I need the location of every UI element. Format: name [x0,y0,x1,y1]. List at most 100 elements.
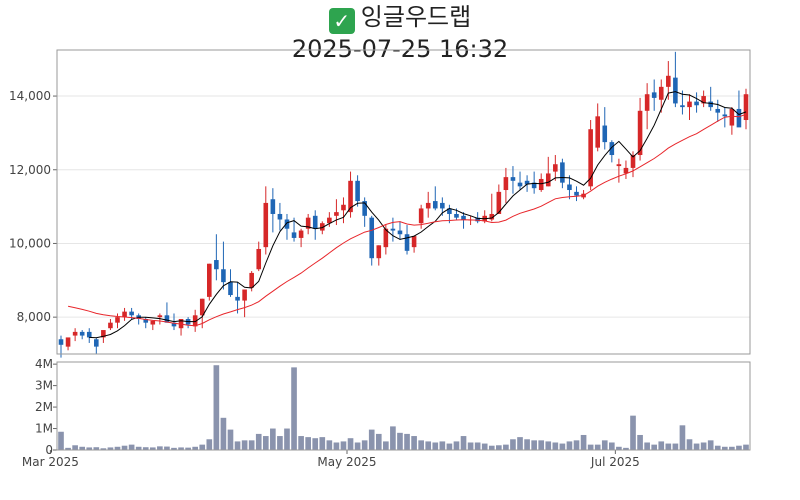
candle-body [602,125,608,143]
volume-bar [721,446,728,450]
chart-datetime: 2025-07-25 16:32 [291,35,509,63]
volume-bar [206,439,213,450]
volume-bar [672,443,679,450]
volume-bar [481,443,488,450]
candle-body [207,263,212,297]
candlestick-series [58,51,749,358]
candle-body [101,330,106,338]
candle-body [461,215,466,220]
candle-body [369,217,375,259]
volume-bar [411,436,417,450]
candle-body [376,245,382,259]
volume-bar [439,441,446,450]
stock-name: 잉글우드랩 [360,3,472,31]
candle-body [651,92,657,98]
volume-bar [587,444,594,450]
candle-body [496,191,502,214]
volume-bar [714,445,721,450]
volume-bar [658,441,665,450]
volume-bar [192,446,198,450]
volume-bar [488,445,495,450]
volume-bar [418,440,424,450]
volume-bar [368,429,375,450]
candle-body [305,217,311,229]
candle-body [538,178,544,191]
candle-body [284,219,290,229]
candle-body [475,217,480,222]
volume-bar [93,447,100,450]
volume-bar [432,442,439,450]
volume-bars [58,365,749,450]
price-tick-label: 14,000 [9,89,51,103]
price-grid [57,95,750,318]
candle-body [94,339,99,347]
candle-body [199,298,205,316]
candle-body [489,213,495,220]
candle-body [658,86,664,100]
volume-bar [333,442,340,450]
candle-body [425,202,431,209]
volume-bar [220,417,227,450]
price-tick-label: 8,000 [17,310,51,324]
volume-bar [383,441,389,450]
candle-body [701,96,706,104]
candle-body [531,182,537,189]
candle-body [560,162,565,183]
volume-bar [496,445,502,450]
candle-body [503,177,509,191]
volume-bar [72,445,78,450]
volume-bar [573,440,580,450]
candle-body [440,202,445,209]
candle-body [736,108,742,128]
volume-bar [171,447,177,450]
candle-body [334,212,339,216]
candle-body [517,182,523,187]
candle-body [609,142,615,156]
candle-body [588,129,593,187]
candle-body [157,315,163,318]
volume-bar [566,441,573,450]
volume-bar [262,436,269,450]
candle-body [143,318,149,323]
volume-tick-label: 2M [35,400,53,414]
candle-body [214,260,219,270]
candle-body [129,311,134,316]
volume-bar [326,440,333,450]
volume-bar [241,440,248,450]
chart-title: ✓ 잉글우드랩 [0,2,800,34]
candle-body [623,167,629,174]
price-panel-frame [56,49,751,355]
volume-bar [630,415,636,450]
candle-body [397,230,403,235]
date-tick-label: Mar 2025 [22,455,79,469]
candle-body [743,94,749,121]
date-tick-label: Jul 2025 [590,455,640,469]
volume-bar [460,436,467,450]
candle-body [694,101,699,106]
candle-body [122,311,127,318]
volume-bar [121,445,128,450]
volume-bar [248,440,255,450]
candle-body [595,116,600,148]
volume-bar [79,446,86,450]
volume-bar [503,444,509,450]
volume-bar [616,446,622,450]
candle-body [637,110,643,156]
ma-short-line [89,91,747,339]
volume-bar [375,433,382,450]
volume-bar [510,439,516,450]
volume-bar [128,444,135,450]
candle-body [553,164,558,172]
volume-bar [474,442,481,450]
volume-bar [178,447,184,450]
volume-tick-label: 3M [35,379,53,393]
volume-bar [107,447,114,450]
volume-bar [277,436,283,450]
volume-bar [545,441,552,450]
candle-body [150,320,156,325]
volume-bar [637,434,643,450]
volume-bar [404,433,410,450]
volume-bar [65,447,71,450]
price-tick-label: 12,000 [9,163,51,177]
